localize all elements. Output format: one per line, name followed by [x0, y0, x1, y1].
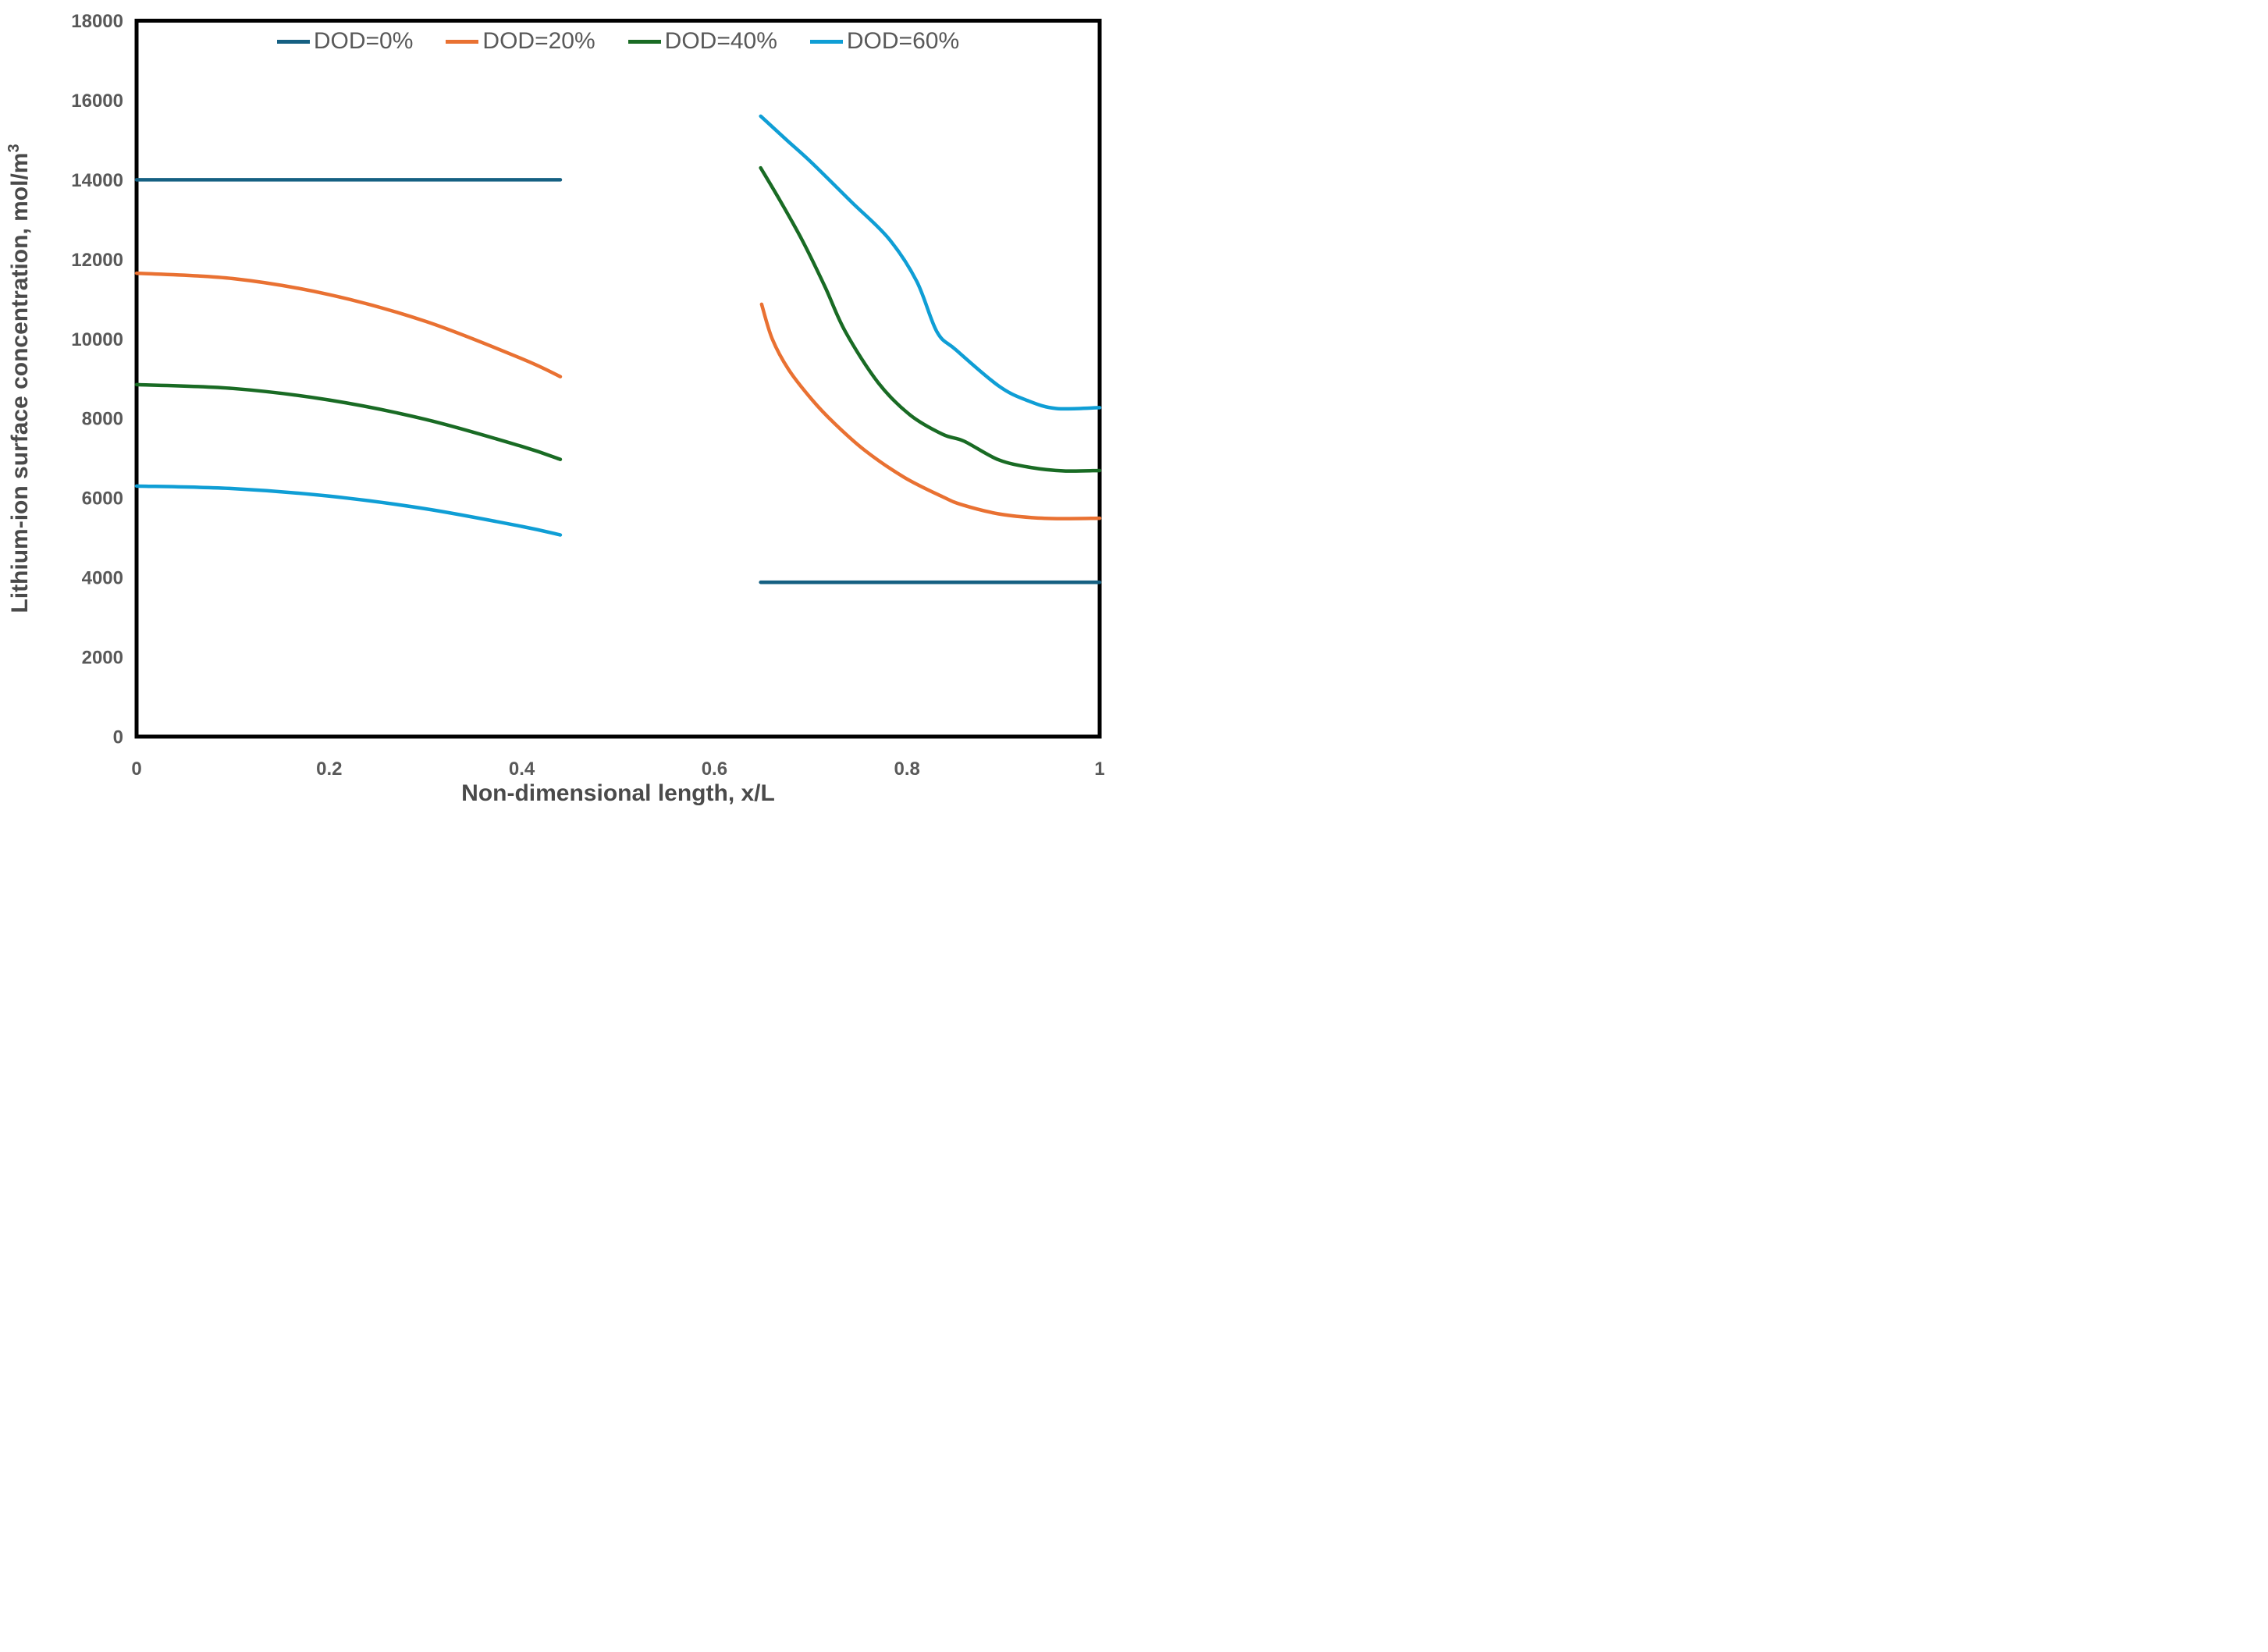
series-line-DOD=20%: [134, 271, 563, 378]
series-line-DOD=20%: [759, 302, 1102, 520]
y-tick-label: 8000: [82, 409, 123, 430]
y-tick-label: 10000: [71, 329, 123, 350]
plot-border: [134, 19, 1102, 739]
chart-root: 0 2000 4000 6000 8000 10000 12000 14000 16000 180…: [0, 0, 1134, 826]
x-tick-label: 0: [131, 758, 141, 780]
x-tick-label: 0.8: [894, 758, 920, 780]
x-tick-label: 0.6: [702, 758, 727, 780]
x-tick-label: 0.2: [316, 758, 342, 780]
series-line-DOD=60%: [134, 484, 563, 537]
y-axis-title-text: Lithium-ion surface concentration, mol/m: [7, 152, 33, 613]
y-tick-label: 4000: [82, 568, 123, 589]
y-tick-label: 14000: [71, 170, 123, 191]
series-line-DOD=40%: [134, 382, 563, 461]
y-tick-label: 6000: [82, 488, 123, 510]
chart-plot: 0 2000 4000 6000 8000 10000 12000 14000 16000 180…: [71, 11, 1104, 780]
y-axis-title-superscript: 3: [5, 144, 23, 153]
series-line-DOD=60%: [759, 114, 1102, 411]
x-axis-title: Non-dimensional length, x/L: [461, 780, 775, 806]
y-tick-label: 18000: [71, 11, 123, 32]
y-tick-label: 16000: [71, 91, 123, 112]
y-tick-label: 12000: [71, 250, 123, 271]
y-tick-label: 2000: [82, 648, 123, 669]
x-tick-label: 1: [1094, 758, 1104, 780]
y-tick-label: 0: [113, 727, 123, 748]
series-line-DOD=40%: [759, 165, 1102, 473]
x-tick-label: 0.4: [509, 758, 535, 780]
